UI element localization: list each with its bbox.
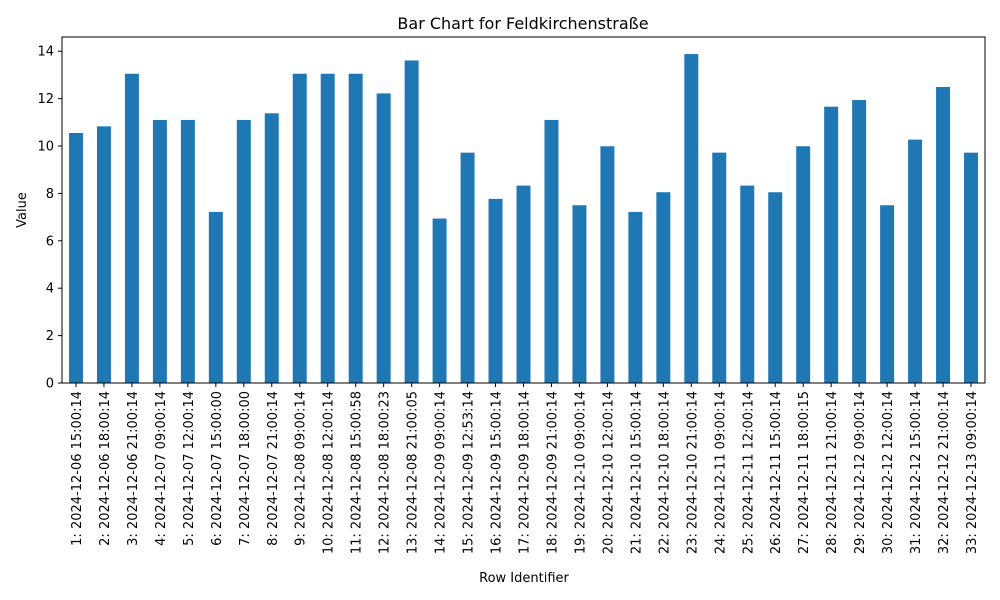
x-tick-label: 18: 2024-12-09 21:00:14 <box>545 391 560 554</box>
x-tick-label: 3: 2024-12-06 21:00:14 <box>126 391 141 546</box>
x-tick-label: 9: 2024-12-08 09:00:14 <box>294 391 309 546</box>
plot-frame <box>61 36 986 384</box>
x-tick-label: 14: 2024-12-09 09:00:14 <box>434 391 449 554</box>
x-tick-label: 22: 2024-12-10 18:00:14 <box>657 391 672 554</box>
y-tick-label: 8 <box>46 187 54 202</box>
bar <box>936 87 951 383</box>
y-tick-label: 0 <box>46 377 54 392</box>
bar <box>460 152 475 383</box>
bar <box>208 211 223 383</box>
x-tick-label: 31: 2024-12-12 15:00:14 <box>909 391 924 554</box>
y-tick-label: 10 <box>37 140 54 155</box>
x-tick-label: 24: 2024-12-11 09:00:14 <box>713 391 728 554</box>
bar <box>404 60 419 384</box>
x-tick-label: 17: 2024-12-09 18:00:14 <box>518 391 533 554</box>
x-tick-label: 15: 2024-12-09 12:53:14 <box>462 391 477 554</box>
bar <box>376 93 391 384</box>
bar <box>320 73 335 383</box>
x-tick-label: 13: 2024-12-08 21:00:05 <box>406 391 421 554</box>
bar <box>68 132 83 383</box>
y-tick-label: 4 <box>46 282 54 297</box>
bar <box>152 119 167 383</box>
x-tick-label: 7: 2024-12-07 18:00:00 <box>238 391 253 546</box>
x-axis-label: Row Identifier <box>479 571 569 586</box>
y-tick-label: 2 <box>46 329 54 344</box>
bar <box>516 185 531 383</box>
bar <box>264 113 279 383</box>
bar <box>880 205 895 383</box>
x-tick-label: 28: 2024-12-11 21:00:14 <box>825 391 840 554</box>
x-tick-label: 12: 2024-12-08 18:00:23 <box>378 391 393 554</box>
bar <box>768 192 783 383</box>
bar <box>656 192 671 383</box>
bar <box>124 73 139 383</box>
x-tick-label: 32: 2024-12-12 21:00:14 <box>937 391 952 554</box>
y-axis-ticks: 0 2 4 6 8 10 12 14 <box>37 45 62 392</box>
bar <box>180 119 195 383</box>
bar <box>824 106 839 384</box>
x-tick-label: 8: 2024-12-07 21:00:14 <box>266 391 281 546</box>
bar <box>740 185 755 383</box>
x-tick-label: 1: 2024-12-06 15:00:14 <box>70 391 85 546</box>
x-tick-label: 10: 2024-12-08 12:00:14 <box>322 391 337 554</box>
x-tick-label: 20: 2024-12-10 12:00:14 <box>601 391 616 554</box>
bar <box>852 100 867 383</box>
x-tick-label: 27: 2024-12-11 18:00:15 <box>797 391 812 554</box>
x-tick-label: 19: 2024-12-10 09:00:14 <box>573 391 588 554</box>
bar <box>684 54 699 384</box>
y-tick-label: 6 <box>46 234 54 249</box>
bar <box>432 218 447 383</box>
y-axis-label: Value <box>15 192 30 228</box>
x-tick-label: 11: 2024-12-08 15:00:58 <box>350 391 365 554</box>
chart-title: Bar Chart for Feldkirchenstraße <box>397 14 648 33</box>
x-tick-label: 26: 2024-12-11 15:00:14 <box>769 391 784 554</box>
x-tick-label: 21: 2024-12-10 15:00:14 <box>629 391 644 554</box>
bar <box>628 211 643 383</box>
x-tick-label: 2: 2024-12-06 18:00:14 <box>98 391 113 546</box>
bars-group <box>68 54 978 384</box>
bar <box>572 205 587 383</box>
x-tick-label: 16: 2024-12-09 15:00:14 <box>490 391 505 554</box>
x-tick-label: 6: 2024-12-07 15:00:00 <box>210 391 225 546</box>
x-tick-label: 4: 2024-12-07 09:00:14 <box>154 391 169 546</box>
bar <box>236 119 251 383</box>
bar <box>96 126 111 383</box>
bar <box>600 146 615 383</box>
x-axis-ticks: 1: 2024-12-06 15:00:14 2: 2024-12-06 18:0… <box>70 383 980 554</box>
y-tick-label: 14 <box>37 45 54 60</box>
x-tick-label: 23: 2024-12-10 21:00:14 <box>685 391 700 554</box>
x-tick-label: 33: 2024-12-13 09:00:14 <box>965 391 980 554</box>
x-tick-label: 29: 2024-12-12 09:00:14 <box>853 391 868 554</box>
y-tick-label: 12 <box>37 92 54 107</box>
bar <box>908 139 923 383</box>
bar <box>292 73 307 383</box>
x-tick-label: 30: 2024-12-12 12:00:14 <box>881 391 896 554</box>
bar <box>796 146 811 383</box>
bar <box>964 152 978 383</box>
bar <box>712 152 727 383</box>
bar <box>348 73 363 383</box>
bar <box>488 198 503 383</box>
x-tick-label: 5: 2024-12-07 12:00:14 <box>182 391 197 546</box>
x-tick-label: 25: 2024-12-11 12:00:14 <box>741 391 756 554</box>
bar <box>544 119 559 383</box>
